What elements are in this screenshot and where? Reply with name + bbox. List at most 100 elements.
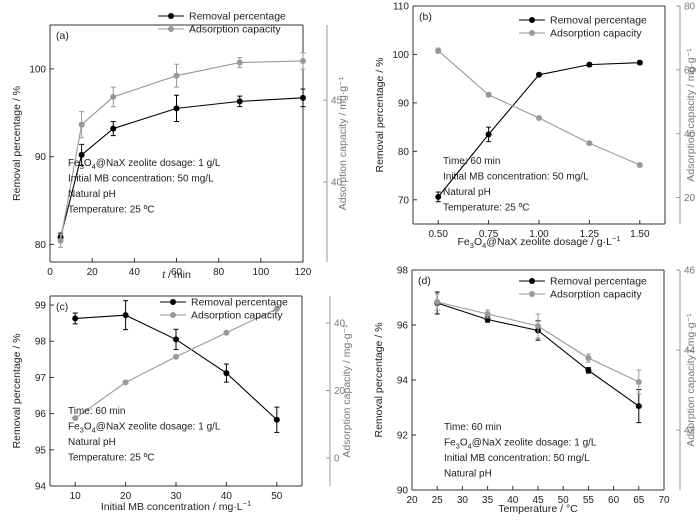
data-point: [484, 311, 491, 317]
data-point: [173, 72, 180, 79]
y-tick-label: 98: [397, 266, 409, 277]
y-tick-label: 96: [35, 409, 47, 420]
series-adsorption-capacity: [434, 293, 642, 395]
y-tick-label: 80: [35, 240, 47, 251]
legend-marker: [168, 13, 174, 19]
data-point: [273, 305, 280, 312]
x-tick-label: 20: [406, 495, 418, 506]
x-axis-title: Initial MB concentration / mg·L−1: [101, 499, 251, 513]
y-axis-title: Removal percentage / %: [11, 86, 23, 201]
data-point: [273, 416, 280, 423]
legend-label: Removal percentage: [550, 276, 647, 288]
annotation-line: Time: 60 min: [444, 422, 501, 433]
y-tick-label: 90: [35, 152, 47, 163]
annotation-line: Initial MB concentration: 50 mg/L: [444, 453, 590, 464]
y-axis-title: Removal percentage / %: [374, 58, 386, 173]
right-y-tick-label: 20: [334, 386, 346, 397]
data-point: [586, 61, 593, 68]
data-point: [122, 379, 129, 386]
series-removal-percentage: [435, 59, 643, 203]
y-tick-label: 92: [397, 431, 409, 442]
x-tick-label: 40: [221, 491, 233, 502]
x-tick-label: 20: [120, 491, 132, 502]
chart-panel-d: 20 25 30 35 40 45 50 55 60 65 70 90 92 94 96 98 42 44 46 (d…: [373, 266, 697, 516]
series-removal-percentage: [72, 300, 280, 433]
x-tick-label: 70: [658, 495, 670, 506]
legend-marker: [170, 312, 176, 318]
annotation-line: Time: 60 min: [68, 406, 125, 417]
x-tick-label: 60: [171, 267, 183, 278]
panel-label: (a): [56, 30, 69, 42]
right-y-axis-title: Adsorption capacity / mg·g⁻¹: [341, 324, 353, 458]
panel-label: (c): [56, 301, 68, 313]
y-tick-label: 90: [398, 98, 410, 109]
annotation-line: Initial MB concentration: 50 mg/L: [443, 172, 589, 183]
annotation-line: Time: 60 min: [443, 156, 500, 167]
right-y-axis-title: Adsorption capacity / mg·g⁻¹: [685, 313, 697, 447]
x-tick-label: 40: [129, 267, 141, 278]
x-tick-label: 0.75: [479, 229, 499, 240]
x-tick-label: 65: [633, 495, 645, 506]
y-tick-label: 70: [398, 195, 410, 206]
y-tick-label: 97: [35, 373, 47, 384]
x-tick-label: 80: [213, 267, 225, 278]
y-axis-title: Removal percentage / %: [11, 334, 23, 449]
chart-panel-a: 0 20 40 60 80 100 120 80 90 100 40 45 (a) t / min Remo…: [11, 11, 349, 282]
series-removal-percentage: [57, 88, 306, 243]
right-y-tick-label: 0: [334, 453, 340, 464]
series-adsorption-capacity: [72, 305, 280, 422]
legend-label: Adsorption capacity: [191, 310, 283, 322]
x-tick-label: 1.00: [529, 229, 549, 240]
x-tick-label: 50: [558, 495, 570, 506]
series-line: [60, 60, 304, 241]
y-tick-label: 94: [35, 482, 47, 493]
legend-label: Adsorption capacity: [550, 28, 642, 40]
data-point: [236, 98, 243, 105]
data-point: [536, 71, 542, 78]
data-point: [536, 115, 542, 122]
data-point: [586, 140, 593, 147]
annotation-line: Fe3O4@NaX zeolite dosage: 1 g/L: [68, 422, 221, 435]
x-tick-label: 35: [482, 495, 494, 506]
series-adsorption-capacity: [57, 52, 306, 248]
annotation-line: Fe3O4@NaX zeolite dosage: 1 g/L: [68, 158, 221, 171]
legend-label: Removal percentage: [189, 11, 286, 23]
y-tick-label: 94: [397, 376, 409, 387]
x-axis-title: Fe3O4@NaX zeolite dosage / g·L−1: [458, 234, 621, 250]
data-point: [110, 125, 117, 132]
series-line: [60, 97, 304, 238]
y-axis-title: Removal percentage / %: [373, 323, 385, 438]
data-point: [173, 105, 180, 112]
data-point: [635, 379, 642, 385]
data-point: [72, 415, 79, 422]
series-removal-percentage: [434, 291, 642, 424]
data-point: [236, 59, 243, 66]
right-y-tick-label: 80: [684, 2, 696, 13]
legend-label: Adsorption capacity: [189, 24, 281, 36]
series-adsorption-capacity: [435, 47, 643, 168]
x-tick-label: 40: [507, 495, 519, 506]
right-y-tick-label: 40: [684, 129, 696, 140]
series-line: [74, 308, 278, 419]
data-point: [223, 329, 230, 336]
x-tick-label: 55: [583, 495, 595, 506]
y-tick-label: 95: [35, 445, 47, 456]
data-point: [435, 47, 442, 54]
data-point: [110, 93, 117, 100]
x-tick-label: 0: [47, 267, 53, 278]
data-point: [635, 403, 642, 410]
x-axis-title: t / min: [162, 269, 191, 281]
y-tick-label: 100: [392, 50, 409, 61]
x-tick-label: 120: [295, 267, 312, 278]
data-point: [223, 370, 230, 377]
legend-marker: [529, 30, 535, 36]
y-tick-label: 100: [29, 64, 46, 75]
legend-marker: [529, 278, 535, 284]
data-point: [57, 237, 64, 244]
y-tick-label: 96: [397, 321, 409, 332]
chart-panel-b: 0.50 0.75 1.00 1.25 1.50 70 80 90 100 110 20 40 60 80…: [374, 2, 697, 251]
